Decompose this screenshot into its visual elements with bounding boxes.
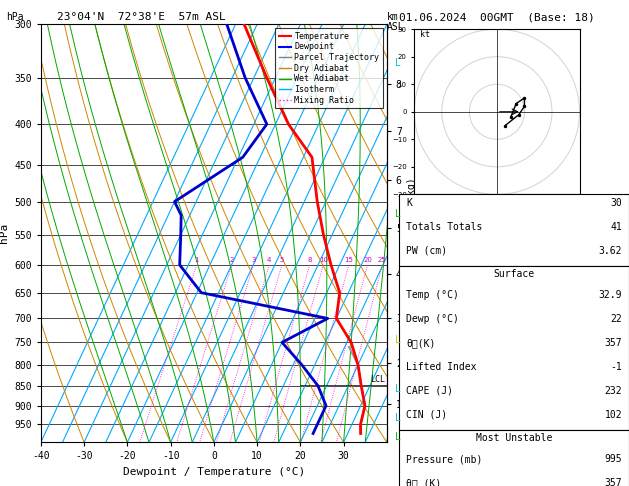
Text: LCL: LCL xyxy=(370,375,386,383)
Text: L: L xyxy=(395,58,401,68)
Legend: Temperature, Dewpoint, Parcel Trajectory, Dry Adiabat, Wet Adiabat, Isotherm, Mi: Temperature, Dewpoint, Parcel Trajectory… xyxy=(275,29,382,108)
Text: θᴄ(K): θᴄ(K) xyxy=(406,338,436,348)
Text: 232: 232 xyxy=(604,386,622,396)
Text: 8: 8 xyxy=(308,257,312,263)
Bar xyxy=(399,266,629,430)
Text: 1: 1 xyxy=(194,257,199,263)
Text: 01.06.2024  00GMT  (Base: 18): 01.06.2024 00GMT (Base: 18) xyxy=(399,12,595,22)
Text: L: L xyxy=(395,384,401,394)
Text: 3.62: 3.62 xyxy=(599,246,622,256)
Text: Surface: Surface xyxy=(494,269,535,279)
Text: 10: 10 xyxy=(319,257,328,263)
Text: 15: 15 xyxy=(345,257,353,263)
Text: 5: 5 xyxy=(280,257,284,263)
X-axis label: Dewpoint / Temperature (°C): Dewpoint / Temperature (°C) xyxy=(123,467,305,477)
Text: L: L xyxy=(395,209,401,219)
Text: 357: 357 xyxy=(604,478,622,486)
Text: 20: 20 xyxy=(363,257,372,263)
Text: 102: 102 xyxy=(604,410,622,420)
Text: 25: 25 xyxy=(378,257,387,263)
Text: Lifted Index: Lifted Index xyxy=(406,362,477,372)
Text: 2: 2 xyxy=(230,257,234,263)
Text: -1: -1 xyxy=(610,362,622,372)
Text: Pressure (mb): Pressure (mb) xyxy=(406,454,482,464)
Text: 32.9: 32.9 xyxy=(599,290,622,300)
Text: 23°04'N  72°38'E  57m ASL: 23°04'N 72°38'E 57m ASL xyxy=(57,12,225,22)
Bar xyxy=(399,194,629,266)
Text: hPa: hPa xyxy=(6,12,24,22)
Text: Dewp (°C): Dewp (°C) xyxy=(406,314,459,324)
Text: Totals Totals: Totals Totals xyxy=(406,222,482,232)
Text: PW (cm): PW (cm) xyxy=(406,246,447,256)
Text: K: K xyxy=(406,198,412,208)
Text: Temp (°C): Temp (°C) xyxy=(406,290,459,300)
Text: L: L xyxy=(395,433,401,442)
Text: ASL: ASL xyxy=(387,22,404,32)
Text: kt: kt xyxy=(420,31,430,39)
Text: 3: 3 xyxy=(251,257,255,263)
Text: 357: 357 xyxy=(604,338,622,348)
Text: Most Unstable: Most Unstable xyxy=(476,433,552,443)
Text: 22: 22 xyxy=(610,314,622,324)
Bar xyxy=(399,430,629,486)
Text: CAPE (J): CAPE (J) xyxy=(406,386,454,396)
Text: θᴄ (K): θᴄ (K) xyxy=(406,478,442,486)
Text: km: km xyxy=(387,12,399,22)
Y-axis label: hPa: hPa xyxy=(0,223,9,243)
Text: 30: 30 xyxy=(610,198,622,208)
Text: L: L xyxy=(395,413,401,423)
Text: 995: 995 xyxy=(604,454,622,464)
Text: 41: 41 xyxy=(610,222,622,232)
Text: 4: 4 xyxy=(267,257,272,263)
Text: L: L xyxy=(395,335,401,345)
Text: CIN (J): CIN (J) xyxy=(406,410,447,420)
Y-axis label: Mixing Ratio (g/kg): Mixing Ratio (g/kg) xyxy=(408,177,417,289)
